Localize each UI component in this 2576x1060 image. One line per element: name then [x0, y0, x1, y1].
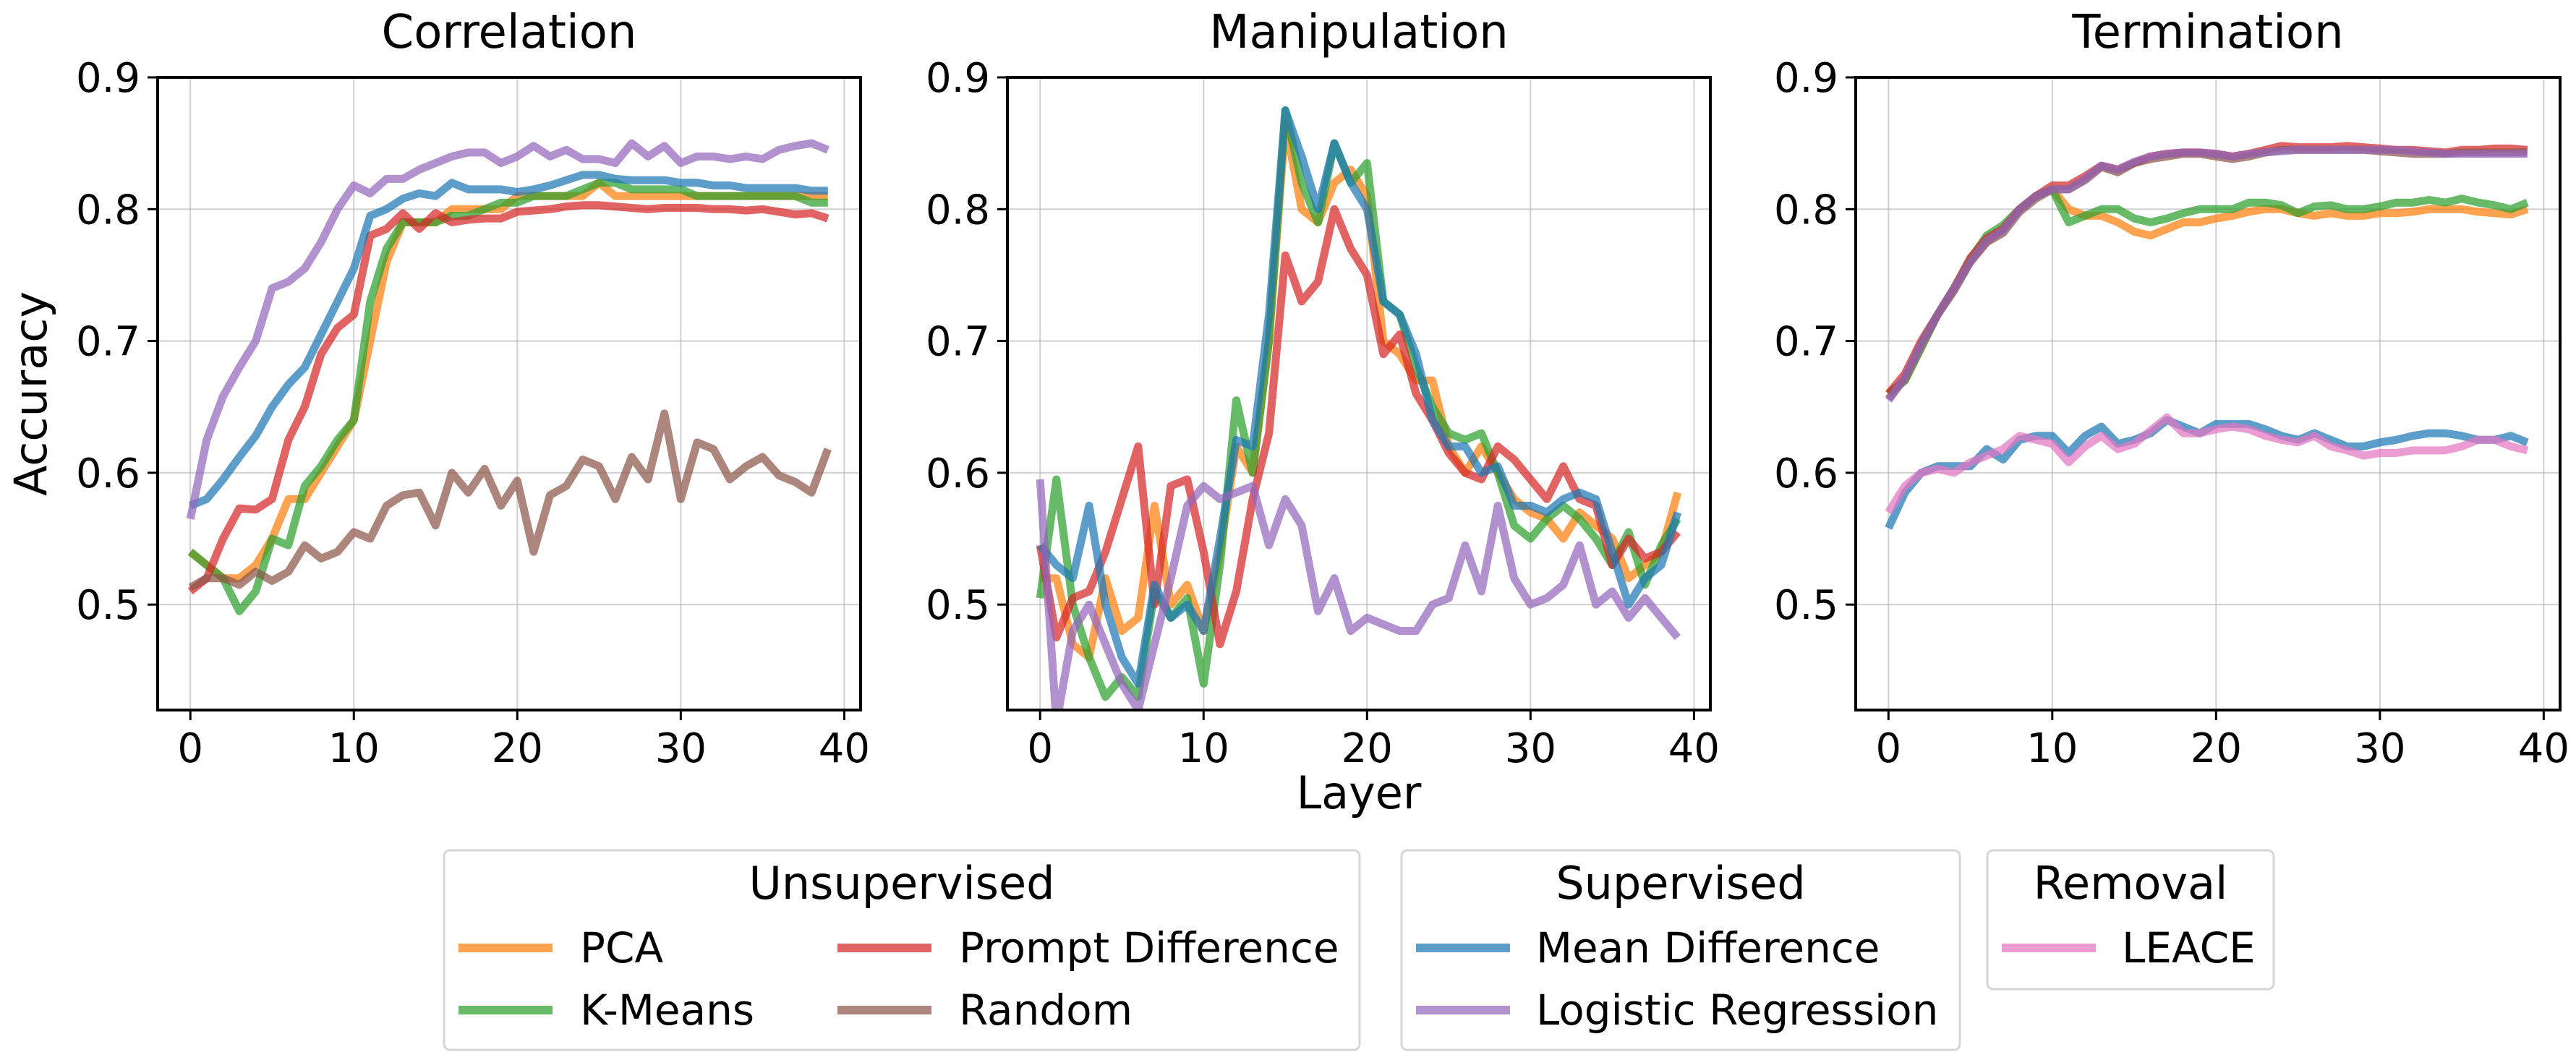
series-line-mean-difference [189, 171, 828, 510]
plot-frame [156, 76, 862, 711]
x-tick-label: 20 [492, 725, 543, 772]
panel-title: Manipulation [1209, 6, 1509, 59]
series-line-random [188, 409, 832, 591]
legend: Unsupervised Supervised Removal PCA K-Me… [443, 849, 2275, 1051]
plot-frame [1006, 76, 1712, 711]
series-line-logistic-regression [186, 139, 829, 520]
legend-label-k-means: K-Means [580, 986, 754, 1035]
series-line-leace [1885, 413, 2528, 515]
x-tick-label: 40 [1668, 725, 1720, 772]
y-tick-label: 0.7 [1774, 319, 1838, 366]
y-tick-label: 0.7 [926, 319, 990, 366]
x-tick-label: 20 [1342, 725, 1393, 772]
y-tick-label: 0.8 [1774, 187, 1838, 234]
legend-label-random: Random [959, 986, 1133, 1035]
y-tick-label: 0.9 [1774, 55, 1838, 102]
x-tick-label: 0 [1875, 725, 1901, 772]
panel-correlation: 0 10 20 30 40 0.5 0.6 0.7 0.8 0.9 Correlation Accur… [4, 6, 870, 772]
legend-label-mean-difference: Mean Difference [1536, 923, 1880, 973]
x-tick-label: 0 [177, 725, 203, 772]
legend-title-removal: Removal [2034, 857, 2228, 910]
y-tick-label: 0.6 [926, 450, 990, 497]
series-line-prompt-difference [1036, 205, 1681, 649]
legend-label-leace: LEACE [2122, 923, 2256, 973]
x-tick-label: 40 [819, 725, 870, 772]
y-tick-label: 0.8 [76, 187, 140, 234]
legend-box-supervised [1400, 849, 1961, 1051]
y-tick-label: 0.6 [1774, 450, 1838, 497]
y-tick-label: 0.5 [926, 582, 990, 629]
x-tick-label: 10 [2026, 725, 2078, 772]
legend-label-pca: PCA [580, 923, 663, 973]
x-tick-label: 30 [2354, 725, 2405, 772]
legend-title-supervised: Supervised [1556, 857, 1805, 910]
series-line-mean-difference [1036, 106, 1682, 688]
y-tick-label: 0.8 [926, 187, 990, 234]
x-tick-label: 20 [2191, 725, 2242, 772]
series-line-logistic-regression [1036, 479, 1681, 710]
legend-title-unsupervised: Unsupervised [749, 857, 1055, 910]
panel-title: Termination [2071, 6, 2343, 59]
y-tick-label: 0.5 [1774, 582, 1838, 629]
x-tick-label: 10 [1178, 725, 1229, 772]
series-line-logistic-regression [1885, 145, 2528, 403]
legend-box-removal [1986, 849, 2275, 991]
panel-title: Correlation [382, 6, 637, 59]
y-tick-label: 0.6 [76, 450, 140, 497]
plot-frame [1854, 76, 2562, 711]
y-tick-label: 0.5 [76, 582, 140, 629]
y-tick-label: 0.9 [926, 55, 990, 102]
x-tick-label: 30 [1505, 725, 1556, 772]
legend-label-prompt-difference: Prompt Difference [959, 923, 1339, 973]
series-line-prompt-difference [187, 201, 829, 595]
x-tick-label: 30 [655, 725, 707, 772]
panel-termination: 0 10 20 30 40 0.5 0.6 0.7 0.8 0.9 Termination [1774, 6, 2569, 772]
y-axis-label: Accuracy [4, 291, 57, 496]
panel-manipulation: 0 10 20 30 40 0.5 0.6 0.7 0.8 0.9 Manipulation Laye… [926, 6, 1720, 819]
x-tick-label: 0 [1027, 725, 1053, 772]
y-tick-label: 0.7 [76, 319, 140, 366]
x-tick-label: 40 [2518, 725, 2569, 772]
x-axis-label: Layer [1297, 766, 1422, 819]
y-tick-label: 0.9 [76, 55, 140, 102]
series-line-k-means [187, 179, 828, 615]
x-tick-label: 10 [328, 725, 380, 772]
legend-label-logistic-regression: Logistic Regression [1536, 986, 1938, 1035]
